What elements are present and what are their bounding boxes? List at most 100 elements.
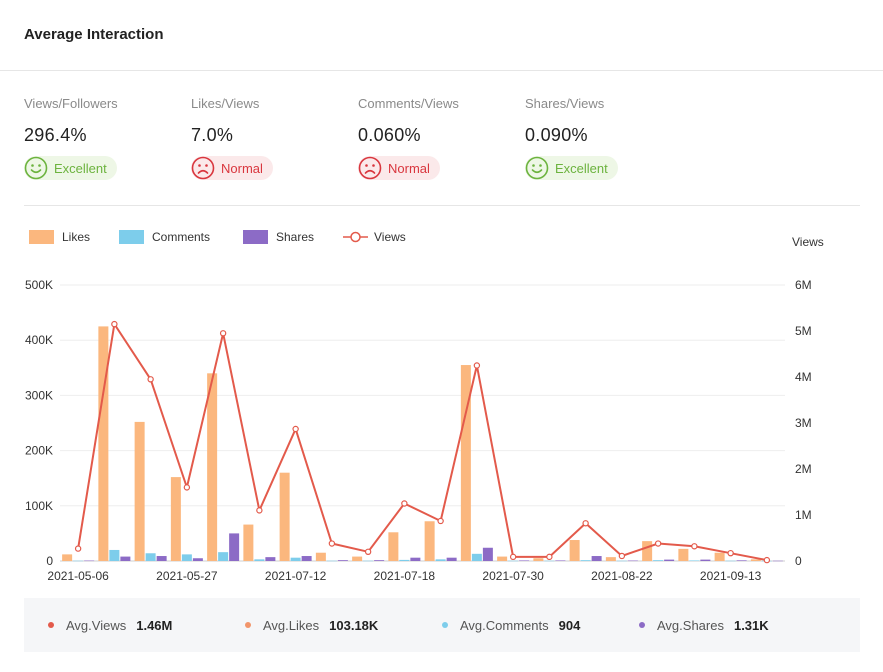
views-point [111, 320, 118, 328]
card-title: Average Interaction [24, 26, 164, 43]
comments-bar [363, 560, 374, 562]
comments-bar [145, 553, 156, 561]
likes-bar [642, 541, 653, 561]
y-left-tick-label: 500K [25, 278, 53, 292]
views-point [219, 330, 227, 337]
summary-value: 1.46M [136, 617, 173, 633]
shares-bar [591, 556, 602, 561]
shares-bar [120, 556, 131, 561]
x-tick-label: 2021-05-27 [156, 569, 218, 583]
legend-swatch [29, 230, 54, 244]
y-right-tick-label: 0 [795, 554, 802, 568]
metric-value: 296.4% [24, 125, 87, 145]
shares-bar [374, 560, 385, 561]
likes-bar [352, 556, 363, 561]
views-point [183, 484, 191, 491]
x-tick-label: 2021-05-06 [47, 569, 109, 583]
legend-shares[interactable]: Shares [243, 230, 314, 244]
summary-comments: Avg.Comments 904 [442, 598, 580, 652]
status-text: Excellent [555, 160, 608, 176]
comments-bar [544, 560, 555, 562]
comments-bar [508, 560, 519, 562]
summary-dot [48, 622, 54, 628]
summary-value: 904 [558, 617, 581, 633]
likes-bar [750, 559, 761, 561]
legend-likes[interactable]: Likes [29, 230, 90, 244]
comments-bar [653, 560, 664, 561]
comments-bar [689, 560, 700, 561]
views-point [546, 553, 553, 561]
summary-label: Avg.Shares [657, 617, 724, 633]
y-left-tick-label: 0 [46, 554, 53, 568]
smile-icon [24, 156, 48, 180]
views-point [473, 362, 481, 369]
x-tick-label: 2021-07-18 [374, 569, 436, 583]
views-point [727, 549, 734, 557]
comments-bar [254, 559, 265, 561]
metric-value: 0.060% [358, 125, 421, 145]
smile-icon [525, 156, 549, 180]
shares-bar [84, 560, 95, 562]
views-point [763, 556, 771, 564]
summary-label: Avg.Comments [460, 617, 549, 633]
summary-bar: Avg.Views 1.46M Avg.Likes 103.18K Avg.Co… [24, 598, 860, 652]
summary-likes: Avg.Likes 103.18K [245, 598, 378, 652]
status-badge: Normal [358, 156, 440, 180]
comments-bar [326, 560, 337, 562]
comments-bar [73, 560, 84, 562]
views-line [77, 321, 768, 562]
y-left-tick-label: 100K [25, 499, 53, 513]
y-left-tick-label: 300K [25, 388, 53, 402]
views-point [618, 552, 626, 560]
legend-label: Comments [152, 230, 211, 244]
views-point [292, 425, 299, 433]
shares-bar [555, 560, 566, 561]
likes-bar [497, 556, 508, 561]
likes-bar [569, 540, 580, 561]
summary-label: Avg.Views [66, 617, 127, 633]
views-point [691, 543, 698, 550]
likes-bar [424, 521, 435, 561]
likes-bar [460, 365, 471, 561]
comments-bar [471, 553, 482, 561]
x-tick-label: 2021-08-22 [591, 569, 653, 583]
legend-line-marker [343, 231, 368, 243]
legend-comments[interactable]: Comments [119, 230, 210, 244]
legend-swatch [243, 230, 268, 244]
views-point [401, 500, 408, 507]
legend-views[interactable]: Views [343, 230, 406, 244]
comments-bar [290, 557, 301, 561]
sad-face-icon [358, 156, 382, 180]
likes-bar [170, 477, 181, 561]
shares-bar [229, 533, 240, 561]
summary-value: 103.18K [329, 617, 379, 633]
shares-bar [664, 559, 675, 561]
shares-bar [410, 557, 421, 561]
metric-label: Likes/Views [191, 96, 260, 111]
comments-bar [725, 560, 736, 562]
shares-bar [265, 557, 276, 561]
metric-likes-views: Likes/Views 7.0% Normal [191, 96, 351, 185]
legend-label: Views [374, 230, 406, 244]
summary-views: Avg.Views 1.46M [48, 598, 172, 652]
combo-chart: 0 100K 200K 300K 400K 500K 0 1M 2M 3M 4M 5M 6M 2021-0… [25, 278, 812, 583]
legend-swatch [119, 230, 144, 244]
x-tick-label: 2021-07-12 [265, 569, 327, 583]
shares-bar [736, 560, 747, 561]
views-point [328, 540, 336, 547]
summary-dot [639, 622, 645, 628]
likes-bar [533, 558, 544, 561]
comments-bar [435, 559, 446, 561]
views-point [582, 520, 589, 527]
y-right-tick-label: 1M [795, 508, 812, 522]
x-tick-label: 2021-07-30 [482, 569, 544, 583]
legend-label: Likes [62, 230, 91, 244]
right-axis-title: Views [792, 235, 824, 249]
metric-label: Comments/Views [358, 96, 459, 111]
likes-bar [315, 552, 326, 561]
sad-face-icon [191, 156, 215, 180]
divider [24, 205, 860, 206]
status-badge: Excellent [525, 156, 618, 180]
shares-bar [337, 560, 348, 561]
status-text: Normal [388, 160, 430, 176]
